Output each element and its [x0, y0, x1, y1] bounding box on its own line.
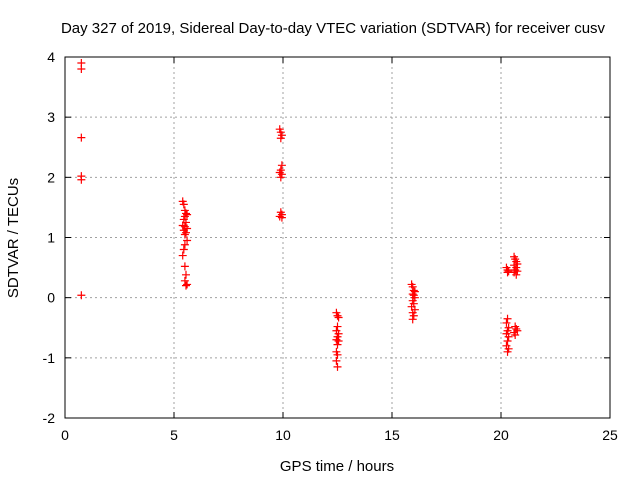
y-tick-label: 2 — [47, 169, 55, 185]
data-point — [77, 175, 86, 184]
data-point — [513, 259, 522, 268]
data-point — [511, 330, 520, 339]
x-tick-label: 15 — [384, 427, 400, 443]
x-tick-label: 5 — [170, 427, 178, 443]
data-point — [409, 311, 418, 320]
data-point — [512, 270, 521, 279]
y-tick-label: -2 — [43, 410, 56, 426]
data-point — [334, 336, 343, 345]
data-point — [503, 336, 512, 345]
data-point — [503, 347, 512, 356]
x-tick-label: 25 — [602, 427, 618, 443]
data-point — [183, 236, 192, 245]
data-point — [77, 291, 86, 300]
data-point — [180, 230, 189, 239]
data-point — [408, 315, 417, 324]
data-point — [333, 362, 342, 371]
y-axis-label: SDTVAR / TECUs — [5, 178, 22, 298]
data-point — [333, 350, 342, 359]
x-tick-labels: 0 5 10 15 20 25 — [61, 427, 618, 443]
data-point — [181, 281, 190, 290]
data-point — [179, 200, 188, 209]
data-point — [77, 133, 86, 142]
data-point — [180, 240, 189, 249]
data-point — [277, 213, 286, 222]
y-tick-label: -1 — [43, 350, 56, 366]
data-point — [333, 311, 342, 320]
data-points — [77, 59, 522, 371]
data-point — [503, 314, 512, 323]
data-point — [181, 228, 190, 237]
x-tick-label: 20 — [493, 427, 509, 443]
chart-title: Day 327 of 2019, Sidereal Day-to-day VTE… — [61, 20, 606, 37]
data-point — [77, 65, 86, 74]
y-tick-label: 4 — [47, 49, 55, 65]
data-point — [513, 326, 522, 335]
data-point — [334, 313, 343, 322]
data-point — [332, 356, 341, 365]
data-point — [180, 262, 189, 271]
data-point — [333, 322, 342, 331]
data-point — [513, 267, 522, 276]
data-point — [179, 245, 188, 254]
data-point — [178, 251, 187, 260]
data-point — [277, 161, 286, 170]
data-point — [183, 224, 192, 233]
data-point — [276, 173, 285, 182]
y-tick-label: 0 — [47, 290, 55, 306]
plot-frame — [64, 56, 611, 419]
data-point — [276, 134, 285, 143]
data-point — [180, 276, 189, 285]
data-point — [502, 318, 511, 327]
x-axis-label: GPS time / hours — [280, 458, 394, 475]
data-point — [181, 270, 190, 279]
data-point — [408, 282, 417, 291]
x-tick-label: 10 — [275, 427, 291, 443]
grid-lines — [65, 57, 610, 418]
y-tick-label: 1 — [47, 230, 55, 246]
data-point — [333, 340, 342, 349]
data-point — [504, 267, 513, 276]
y-tick-labels: -2 -1 0 1 2 3 4 — [43, 49, 56, 426]
x-tick-label: 0 — [61, 427, 69, 443]
data-point — [504, 332, 513, 341]
data-point — [180, 222, 189, 231]
y-tick-label: 3 — [47, 109, 55, 125]
data-point — [183, 280, 192, 289]
